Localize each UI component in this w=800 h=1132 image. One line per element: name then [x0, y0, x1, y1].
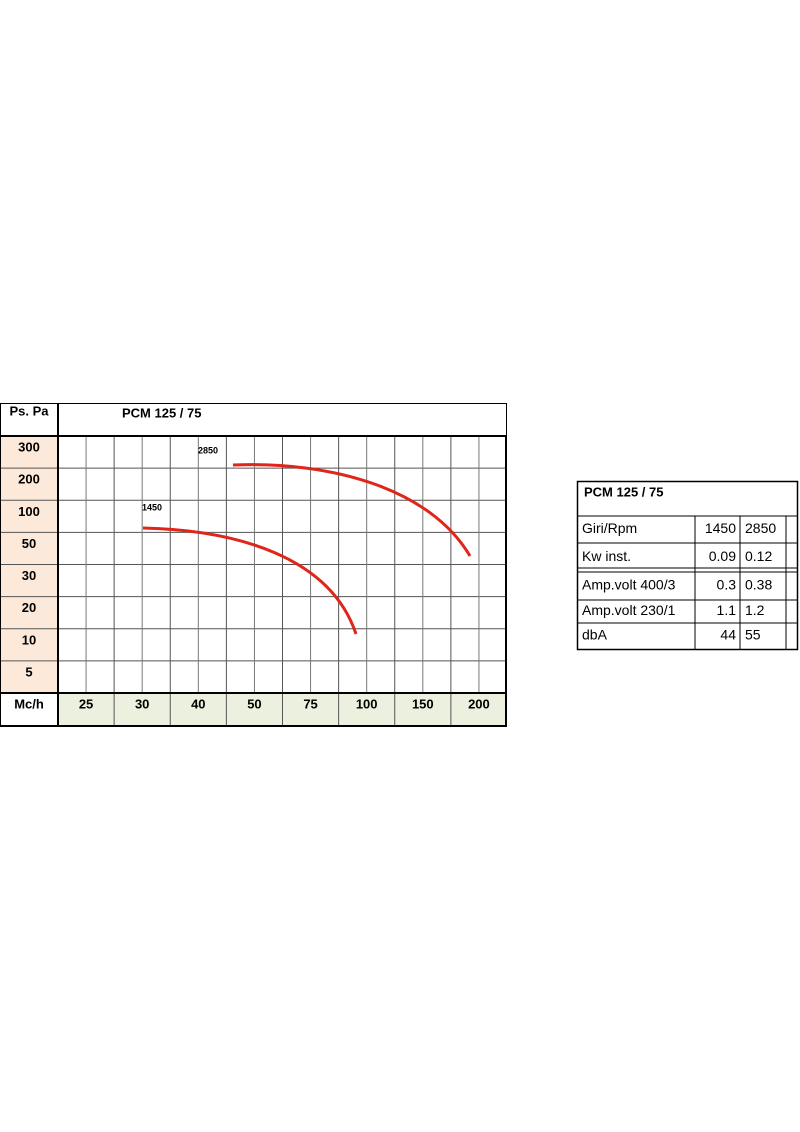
x-label: 50: [247, 696, 261, 711]
y-header: Ps. Pa: [9, 403, 49, 418]
y-label: 10: [22, 632, 36, 647]
y-label: 200: [18, 472, 40, 487]
y-label: 20: [22, 600, 36, 615]
table-value: 0.3: [717, 577, 737, 593]
curve-1450: [142, 526, 358, 635]
x-label: 100: [356, 696, 378, 711]
table-row-label: Kw inst.: [582, 548, 631, 564]
table-row-label: dbA: [582, 627, 608, 643]
y-label: 100: [18, 504, 40, 519]
curve-2850: [232, 463, 472, 557]
y-label: 5: [25, 664, 32, 679]
x-header: Mc/h: [14, 696, 44, 711]
chart-title: PCM 125 / 75: [122, 405, 202, 420]
table-value: 55: [745, 627, 761, 643]
table-value: 0.38: [745, 577, 772, 593]
spec-table: PCM 125 / 75 Giri/Rpm 1450 2850 Kw inst. 0.09…: [576, 480, 799, 651]
table-frame: [576, 480, 799, 651]
grid: [0, 436, 507, 727]
curve-label: 1450: [142, 502, 162, 512]
table-value: 1.1: [717, 602, 737, 618]
table-row-label: Amp.volt 400/3: [582, 577, 676, 593]
curve-label: 2850: [198, 445, 218, 455]
table-row-label: Giri/Rpm: [582, 520, 637, 536]
table-row-label: Amp.volt 230/1: [582, 602, 676, 618]
y-label: 300: [18, 440, 40, 455]
table-value: 1450: [705, 520, 736, 536]
x-label: 40: [191, 696, 205, 711]
x-label: 25: [79, 696, 93, 711]
x-label: 150: [412, 696, 434, 711]
x-label: 200: [468, 696, 490, 711]
table-value: 1.2: [745, 602, 765, 618]
x-label: 30: [135, 696, 149, 711]
y-label: 50: [22, 536, 36, 551]
table-value: 2850: [745, 520, 776, 536]
table-value: 0.12: [745, 548, 772, 564]
table-value: 44: [720, 627, 736, 643]
x-label: 75: [303, 696, 317, 711]
table-value: 0.09: [709, 548, 736, 564]
y-label: 30: [22, 568, 36, 583]
table-title: PCM 125 / 75: [584, 484, 664, 499]
